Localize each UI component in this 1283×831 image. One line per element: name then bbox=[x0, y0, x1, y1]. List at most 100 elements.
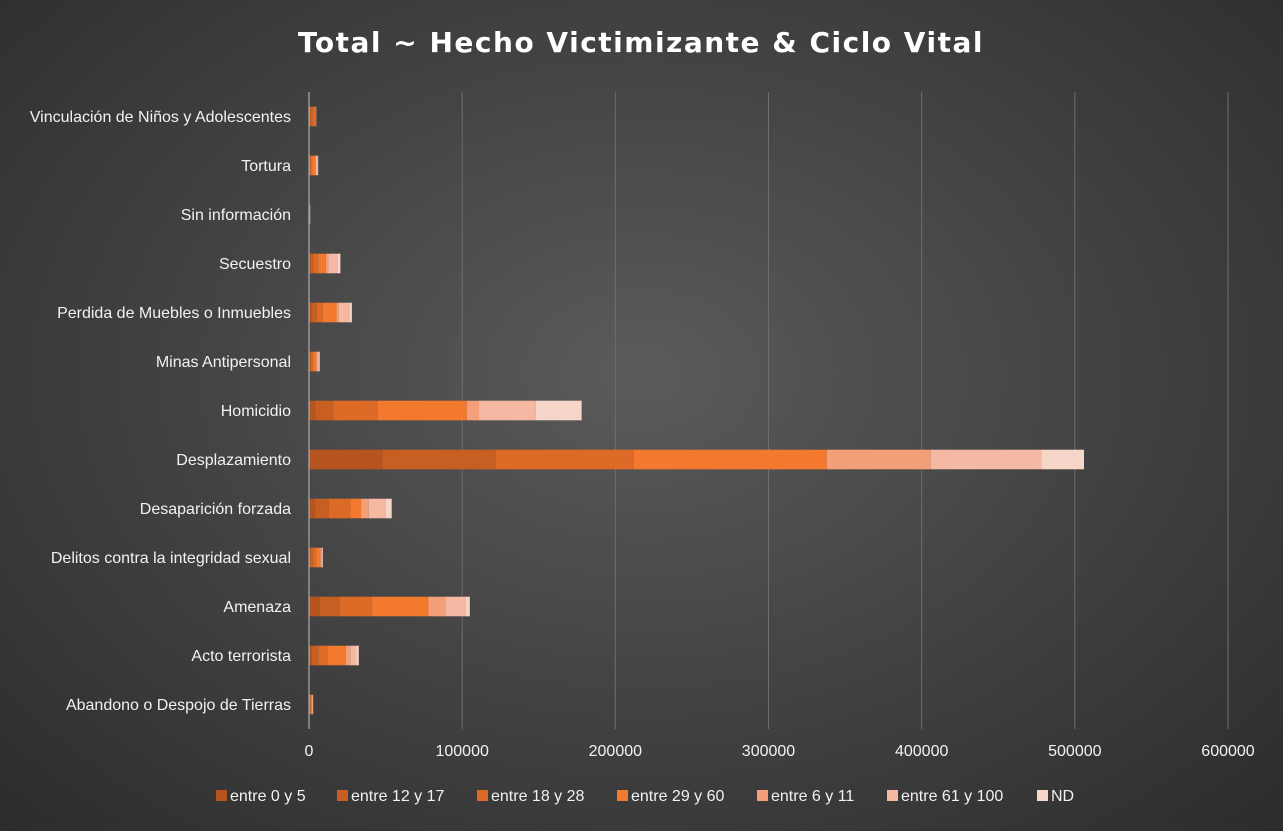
category-labels: Abandono o Despojo de Tierras Acto terror… bbox=[30, 109, 291, 714]
category-label: Delitos contra la integridad sexual bbox=[51, 550, 291, 567]
x-axis-tick-labels: 0 100000 200000 300000 400000 500000 600000 bbox=[305, 743, 1255, 760]
x-tick-label: 600000 bbox=[1201, 743, 1254, 760]
bar-segment bbox=[535, 400, 582, 421]
x-tick-label: 500000 bbox=[1048, 743, 1101, 760]
bar-segment bbox=[315, 498, 329, 519]
legend-swatch bbox=[887, 790, 898, 801]
category-label: Desaparición forzada bbox=[140, 501, 291, 518]
legend-swatch bbox=[1037, 790, 1048, 801]
bar-segment bbox=[382, 449, 496, 470]
bar-segment bbox=[309, 155, 311, 176]
bar-segment bbox=[309, 302, 312, 323]
bar-segment bbox=[311, 302, 317, 323]
bar-segment bbox=[337, 253, 341, 274]
bar-segment bbox=[826, 449, 931, 470]
bar-segment bbox=[385, 498, 392, 519]
bar-segment bbox=[356, 645, 359, 666]
category-label: Perdida de Muebles o Inmuebles bbox=[57, 305, 291, 322]
bar-segment bbox=[328, 253, 338, 274]
x-tick-label: 400000 bbox=[895, 743, 948, 760]
bar-segment bbox=[311, 351, 314, 372]
bar-segment bbox=[339, 596, 372, 617]
bar-segment bbox=[633, 449, 827, 470]
bar-segment bbox=[318, 645, 328, 666]
bar-segment bbox=[309, 253, 311, 274]
bar-segment bbox=[313, 351, 317, 372]
bar-segment bbox=[368, 498, 386, 519]
legend-label: ND bbox=[1051, 788, 1074, 805]
bar-segment bbox=[338, 302, 350, 323]
bar-segment bbox=[371, 596, 429, 617]
bar-segment bbox=[309, 694, 311, 715]
category-label: Secuestro bbox=[219, 256, 291, 273]
bar-segment bbox=[309, 498, 316, 519]
bar-segment bbox=[315, 106, 317, 127]
bar-segment bbox=[312, 155, 316, 176]
bars bbox=[309, 106, 1085, 715]
legend-swatch bbox=[617, 790, 628, 801]
bar-segment bbox=[350, 645, 357, 666]
category-label: Abandono o Despojo de Tierras bbox=[66, 697, 291, 714]
bar-segment bbox=[495, 449, 634, 470]
bar-segment bbox=[312, 106, 316, 127]
bar-segment bbox=[466, 400, 480, 421]
bar-segment bbox=[321, 547, 323, 568]
bar-segment bbox=[345, 645, 351, 666]
bar-segment bbox=[309, 449, 383, 470]
bar-segment bbox=[309, 694, 310, 715]
bar-segment bbox=[319, 596, 340, 617]
category-label: Tortura bbox=[241, 158, 291, 175]
legend-label: entre 12 y 17 bbox=[351, 788, 445, 805]
bar-segment bbox=[318, 351, 320, 372]
bar-segment bbox=[327, 645, 346, 666]
legend-label: entre 29 y 60 bbox=[631, 788, 725, 805]
bar-segment bbox=[350, 498, 362, 519]
bar-segment bbox=[309, 596, 320, 617]
category-label: Minas Antipersonal bbox=[156, 354, 291, 371]
bar-segment bbox=[313, 253, 319, 274]
bar-segment bbox=[309, 547, 313, 568]
x-tick-label: 300000 bbox=[742, 743, 795, 760]
chart-title: Total ~ Hecho Victimizante & Ciclo Vital bbox=[298, 26, 984, 59]
bar-segment bbox=[310, 155, 313, 176]
bar-segment bbox=[309, 106, 313, 127]
category-label: Sin información bbox=[181, 207, 291, 224]
legend-label: entre 61 y 100 bbox=[901, 788, 1003, 805]
category-label: Amenaza bbox=[223, 599, 291, 616]
legend-label: entre 18 y 28 bbox=[491, 788, 585, 805]
bar-segment bbox=[377, 400, 467, 421]
x-tick-label: 200000 bbox=[589, 743, 642, 760]
gridlines bbox=[461, 92, 1229, 729]
bar-segment bbox=[309, 351, 312, 372]
bar-segment bbox=[1041, 449, 1085, 470]
bar-segment bbox=[317, 351, 319, 372]
bar-segment bbox=[333, 400, 378, 421]
category-label: Desplazamiento bbox=[176, 452, 291, 469]
legend-swatch bbox=[757, 790, 768, 801]
bar-segment bbox=[316, 547, 321, 568]
bar-segment bbox=[312, 694, 313, 715]
bar-segment bbox=[930, 449, 1042, 470]
legend-label: entre 6 y 11 bbox=[771, 788, 854, 805]
bar-segment bbox=[336, 302, 339, 323]
bar-segment bbox=[361, 498, 369, 519]
legend: entre 0 y 5 entre 12 y 17 entre 18 y 28 ent… bbox=[216, 788, 1074, 805]
bar-segment bbox=[465, 596, 470, 617]
bar-segment bbox=[325, 253, 329, 274]
bar-segment bbox=[310, 694, 312, 715]
bar-segment bbox=[349, 302, 352, 323]
legend-swatch bbox=[477, 790, 488, 801]
category-label: Acto terrorista bbox=[191, 648, 291, 665]
bar-segment bbox=[479, 400, 536, 421]
category-label: Homicidio bbox=[221, 403, 291, 420]
bar-segment bbox=[310, 253, 314, 274]
x-tick-label: 0 bbox=[305, 743, 314, 760]
bar-segment bbox=[309, 645, 313, 666]
legend-label: entre 0 y 5 bbox=[230, 788, 306, 805]
bar-segment bbox=[328, 498, 351, 519]
bar-segment bbox=[312, 645, 319, 666]
bar-segment bbox=[428, 596, 446, 617]
bar-segment bbox=[322, 302, 337, 323]
bar-segment bbox=[445, 596, 466, 617]
